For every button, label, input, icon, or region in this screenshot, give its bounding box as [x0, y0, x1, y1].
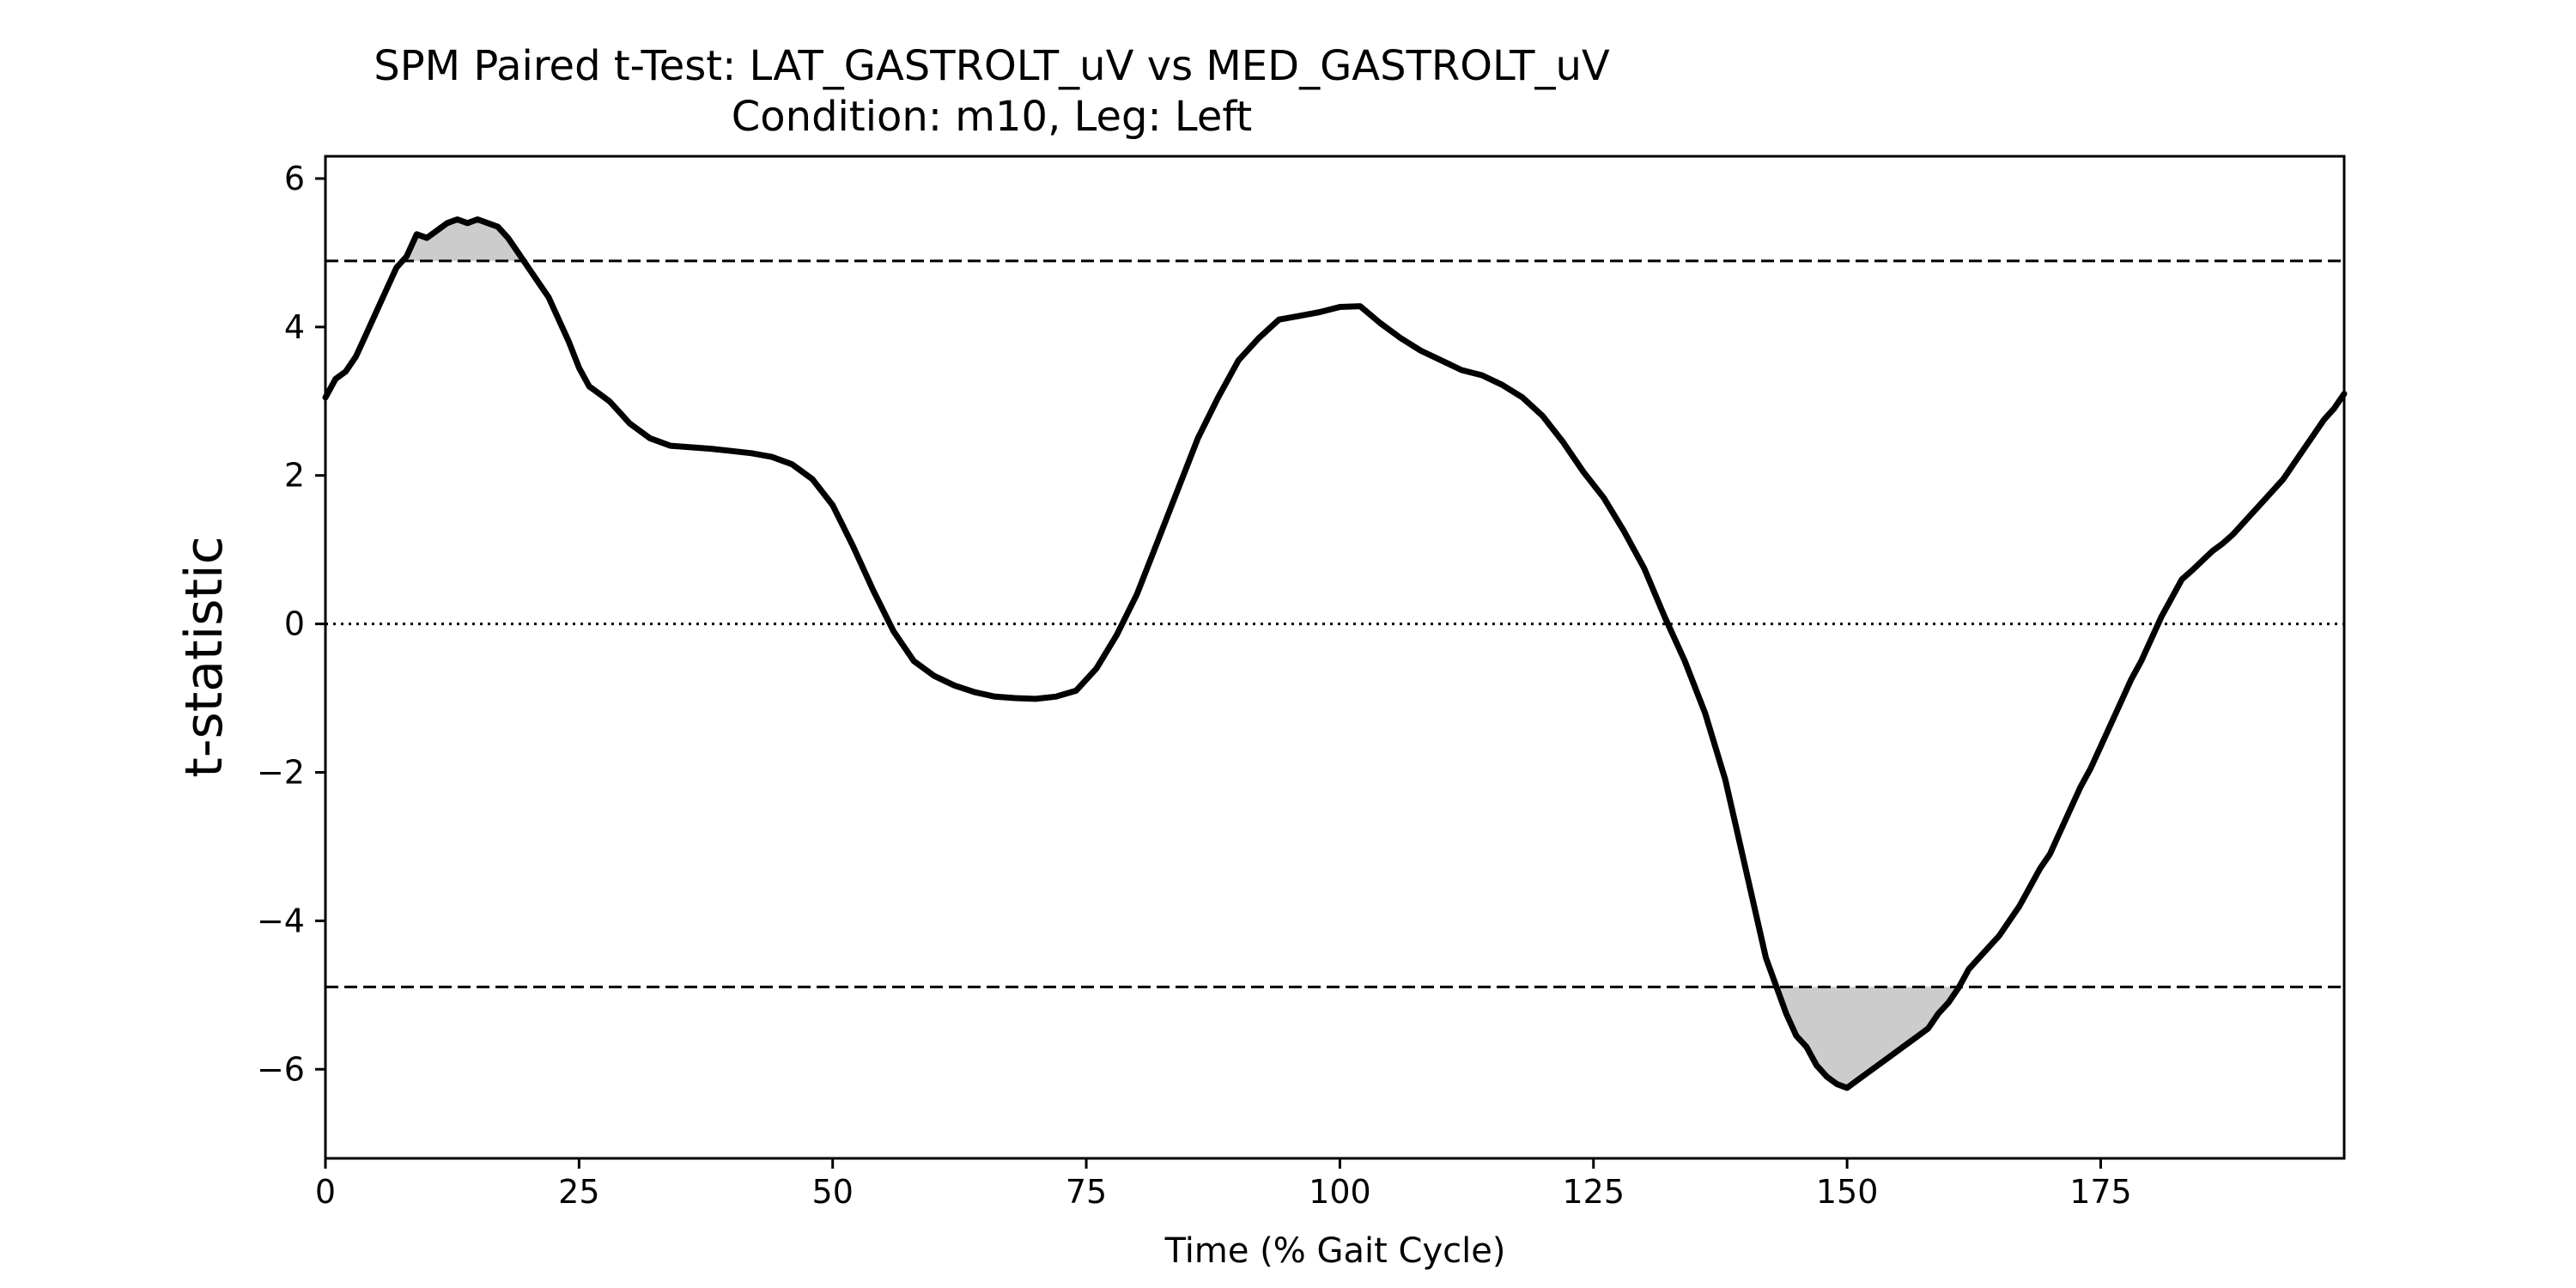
y-tick-label: −6 — [257, 1050, 305, 1088]
significant-cluster — [402, 219, 524, 261]
x-axis-ticks: 0 25 50 75 100 125 150 175 — [315, 1158, 2132, 1211]
reference-lines — [325, 259, 2344, 988]
y-tick-label: −4 — [257, 902, 305, 939]
x-tick-label: 100 — [1309, 1173, 1371, 1211]
significant-cluster — [1776, 987, 1959, 1088]
y-axis-label: t-statistic — [174, 536, 234, 777]
t-statistic-curve — [322, 216, 2348, 1091]
x-tick-label: 25 — [558, 1173, 599, 1211]
x-tick-label: 150 — [1816, 1173, 1879, 1211]
x-tick-label: 0 — [315, 1173, 336, 1211]
x-tick-label: 75 — [1066, 1173, 1107, 1211]
chart-subtitle: Condition: m10, Leg: Left — [732, 93, 1252, 141]
y-tick-label: 4 — [284, 308, 305, 346]
y-tick-label: 0 — [284, 605, 305, 643]
x-axis-label: Time (% Gait Cycle) — [1164, 1231, 1506, 1271]
significance-fills — [402, 219, 1959, 1088]
y-tick-label: −2 — [257, 753, 305, 791]
x-tick-label: 125 — [1562, 1173, 1625, 1211]
y-axis-ticks: 6 4 2 0 −2 −4 −6 — [257, 160, 325, 1088]
x-tick-label: 175 — [2069, 1173, 2132, 1211]
x-tick-label: 50 — [812, 1173, 854, 1211]
y-tick-label: 6 — [284, 160, 305, 197]
y-tick-label: 2 — [284, 457, 305, 495]
plot-frame — [324, 155, 2346, 1160]
chart-title: SPM Paired t-Test: LAT_GASTROLT_uV vs ME… — [374, 42, 1610, 90]
